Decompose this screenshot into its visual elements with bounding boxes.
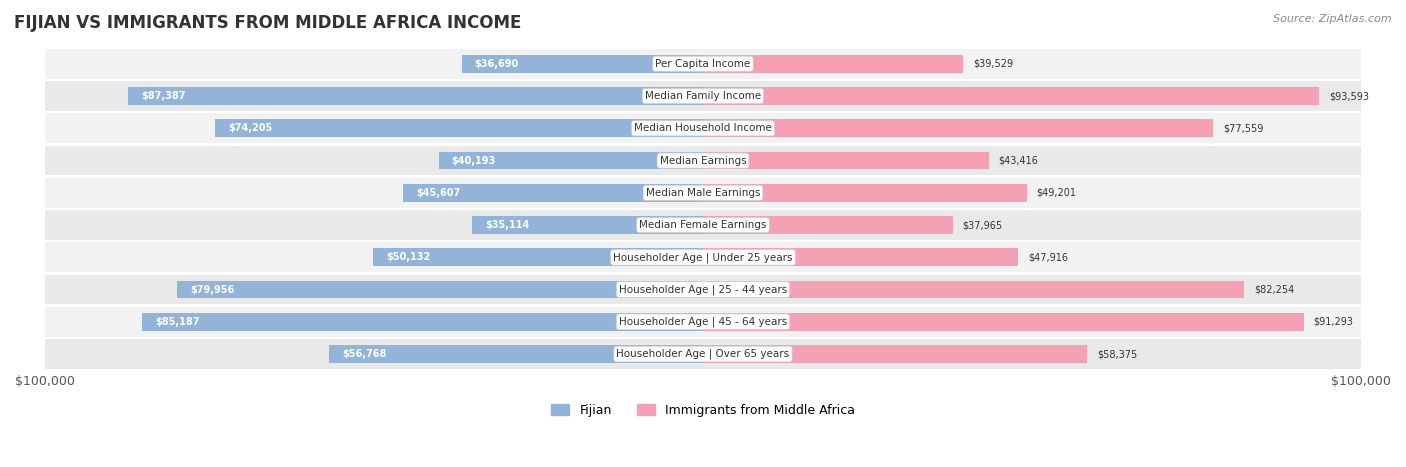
- Text: $45,607: $45,607: [416, 188, 460, 198]
- Legend: Fijian, Immigrants from Middle Africa: Fijian, Immigrants from Middle Africa: [546, 399, 860, 422]
- Text: $82,254: $82,254: [1254, 284, 1295, 295]
- Bar: [703, 313, 1303, 331]
- Bar: [142, 313, 703, 331]
- Bar: [45, 178, 1361, 208]
- Text: Householder Age | Under 25 years: Householder Age | Under 25 years: [613, 252, 793, 262]
- Text: FIJIAN VS IMMIGRANTS FROM MIDDLE AFRICA INCOME: FIJIAN VS IMMIGRANTS FROM MIDDLE AFRICA …: [14, 14, 522, 32]
- Bar: [703, 152, 988, 170]
- Text: $74,205: $74,205: [228, 123, 273, 133]
- Bar: [177, 281, 703, 298]
- Text: Median Female Earnings: Median Female Earnings: [640, 220, 766, 230]
- Bar: [472, 216, 703, 234]
- Bar: [703, 55, 963, 73]
- Text: Per Capita Income: Per Capita Income: [655, 59, 751, 69]
- Text: $77,559: $77,559: [1223, 123, 1264, 133]
- Text: $87,387: $87,387: [141, 91, 186, 101]
- Bar: [45, 81, 1361, 111]
- Text: Median Family Income: Median Family Income: [645, 91, 761, 101]
- Bar: [461, 55, 703, 73]
- Bar: [439, 152, 703, 170]
- Bar: [329, 345, 703, 363]
- Text: Median Earnings: Median Earnings: [659, 156, 747, 166]
- Text: $49,201: $49,201: [1036, 188, 1077, 198]
- Text: $93,593: $93,593: [1329, 91, 1369, 101]
- Bar: [703, 120, 1213, 137]
- Bar: [404, 184, 703, 202]
- Text: $91,293: $91,293: [1313, 317, 1354, 327]
- Text: $56,768: $56,768: [343, 349, 387, 359]
- Bar: [45, 242, 1361, 272]
- Text: $40,193: $40,193: [451, 156, 496, 166]
- Bar: [45, 146, 1361, 176]
- Text: $85,187: $85,187: [156, 317, 200, 327]
- Text: Median Household Income: Median Household Income: [634, 123, 772, 133]
- Text: Householder Age | 25 - 44 years: Householder Age | 25 - 44 years: [619, 284, 787, 295]
- Text: $37,965: $37,965: [963, 220, 1002, 230]
- Bar: [703, 216, 953, 234]
- Text: $36,690: $36,690: [475, 59, 519, 69]
- Bar: [703, 87, 1319, 105]
- Text: Householder Age | Over 65 years: Householder Age | Over 65 years: [616, 349, 790, 359]
- Text: $50,132: $50,132: [387, 252, 430, 262]
- Bar: [373, 248, 703, 266]
- Bar: [703, 184, 1026, 202]
- Text: $39,529: $39,529: [973, 59, 1014, 69]
- Bar: [703, 281, 1244, 298]
- Bar: [45, 307, 1361, 337]
- Text: $58,375: $58,375: [1097, 349, 1137, 359]
- Bar: [45, 49, 1361, 78]
- Text: Median Male Earnings: Median Male Earnings: [645, 188, 761, 198]
- Bar: [45, 113, 1361, 143]
- Text: $35,114: $35,114: [485, 220, 529, 230]
- Text: $47,916: $47,916: [1028, 252, 1069, 262]
- Bar: [703, 345, 1087, 363]
- Text: Source: ZipAtlas.com: Source: ZipAtlas.com: [1274, 14, 1392, 24]
- Text: $79,956: $79,956: [190, 284, 235, 295]
- Text: Householder Age | 45 - 64 years: Householder Age | 45 - 64 years: [619, 317, 787, 327]
- Bar: [45, 275, 1361, 304]
- Bar: [215, 120, 703, 137]
- Bar: [45, 210, 1361, 240]
- Bar: [703, 248, 1018, 266]
- Bar: [45, 339, 1361, 369]
- Bar: [128, 87, 703, 105]
- Text: $43,416: $43,416: [998, 156, 1039, 166]
